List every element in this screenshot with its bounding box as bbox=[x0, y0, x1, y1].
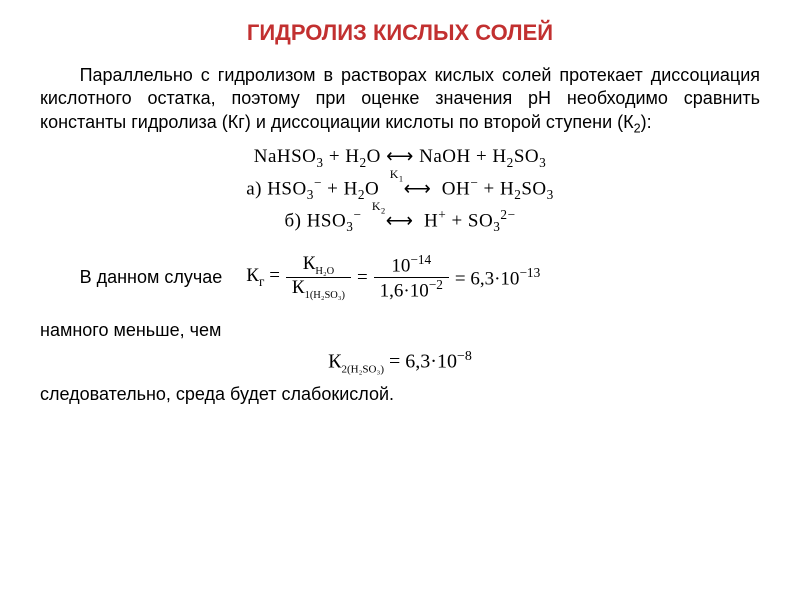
eq2-end2: SO bbox=[521, 178, 546, 199]
kg-lhs: Кг = bbox=[246, 265, 280, 290]
k2-val: = 6,3·10 bbox=[384, 351, 457, 373]
eq1-so: SO bbox=[514, 146, 539, 167]
eq3-end: + SO bbox=[446, 210, 493, 231]
eq1-o: O ⟷ NaOH + H bbox=[367, 146, 507, 167]
case-row: В данном случае Кг = КH₂O К1(H₂SO₃) = 10… bbox=[40, 253, 760, 302]
para-tail: ): bbox=[641, 112, 652, 132]
k2-over-arrow: K2 bbox=[372, 199, 386, 213]
eq1-h: + H bbox=[324, 146, 360, 167]
eq3-b: б) HSO bbox=[284, 210, 346, 231]
kg-result: = 6,3·10−13 bbox=[455, 265, 540, 290]
frac-1: КH₂O К1(H₂SO₃) bbox=[286, 254, 351, 302]
eq2-a: а) HSO bbox=[246, 178, 307, 199]
slide-content: ГИДРОЛИЗ КИСЛЫХ СОЛЕЙ Параллельно с гидр… bbox=[0, 0, 800, 433]
conclusion-text: следовательно, среда будет слабокислой. bbox=[40, 384, 760, 405]
para-text: Параллельно с гидролизом в растворах кис… bbox=[40, 65, 760, 132]
k2-label: К bbox=[328, 351, 341, 373]
eq-sign-1: = bbox=[357, 267, 368, 289]
eq2-mid: + H bbox=[322, 178, 358, 199]
frac2-num: 10−14 bbox=[374, 253, 449, 278]
frac1-num: КH₂O bbox=[286, 254, 351, 278]
equation-block: NaHSO3 + H2O ⟷ NaOH + H2SO3 а) HSO3− + H… bbox=[40, 145, 760, 235]
slide-title: ГИДРОЛИЗ КИСЛЫХ СОЛЕЙ bbox=[40, 20, 760, 46]
kg-formula: Кг = КH₂O К1(H₂SO₃) = 10−14 1,6·10−2 = 6… bbox=[246, 253, 540, 302]
k1-over-arrow: K1 bbox=[390, 167, 404, 181]
para-sub2: 2 bbox=[634, 121, 641, 135]
frac-2: 10−14 1,6·10−2 bbox=[374, 253, 449, 302]
k2-sub: 2(H₂SO₃) bbox=[341, 364, 384, 376]
eq1-nahso: NaHSO bbox=[254, 146, 317, 167]
frac2-den: 1,6·10−2 bbox=[374, 278, 449, 302]
k2-exp: −8 bbox=[457, 349, 472, 364]
eq2-end: + H bbox=[478, 178, 514, 199]
equation-2: а) HSO3− + H2O K1⟷ OH− + H2SO3 bbox=[40, 175, 760, 203]
k2-equation: К2(H₂SO₃) = 6,3·10−8 bbox=[40, 349, 760, 376]
less-text: намного меньше, чем bbox=[40, 320, 760, 341]
intro-paragraph: Параллельно с гидролизом в растворах кис… bbox=[40, 64, 760, 137]
frac1-den: К1(H₂SO₃) bbox=[286, 278, 351, 301]
equation-3: б) HSO3− K2⟷ H+ + SO32− bbox=[40, 207, 760, 235]
case-text: В данном случае bbox=[40, 267, 246, 288]
